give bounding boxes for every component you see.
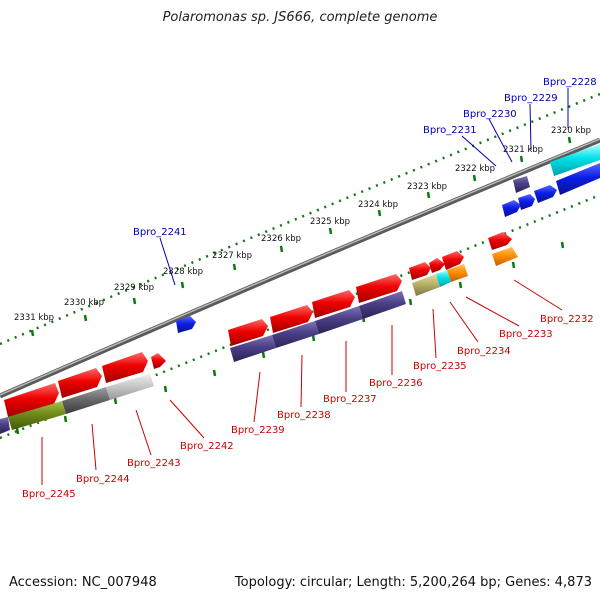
gene-label-bpro-2245: Bpro_2245 [22,489,76,500]
gene-label-bpro-2239: Bpro_2239 [231,425,285,436]
gene-arrow [429,258,445,273]
gene-label-bpro-2230: Bpro_2230 [463,109,517,120]
gene-arrow [492,247,518,266]
gene-arrow [518,194,535,210]
scale-label: 2325 kbp [310,217,350,227]
gene-arrow [4,383,59,417]
gene-arrow [513,176,530,193]
gene-arrow [0,417,10,434]
gene-label-bpro-2244: Bpro_2244 [76,474,130,485]
scale-label: 2321 kbp [503,145,543,155]
scale-label: 2331 kbp [14,313,54,323]
gene-arrow [230,335,276,362]
gene-arrow [106,374,154,400]
inner-major-ticks [15,241,565,435]
gene-arrow [58,368,102,398]
gene-label-bpro-2232: Bpro_2232 [540,314,594,325]
gene-label-bpro-2228: Bpro_2228 [543,77,597,88]
map-title: Polaromonas sp. JS666, complete genome [162,10,438,25]
gene-label-bpro-2234: Bpro_2234 [457,346,511,357]
bottom-gene-labels: Bpro_2245 Bpro_2244 Bpro_2243 Bpro_2242 … [22,314,594,500]
gene-label-bpro-2231: Bpro_2231 [423,125,477,136]
gene-arrow [488,232,512,250]
scale-label: 2326 kbp [261,234,301,244]
scale-label: 2324 kbp [358,200,398,210]
gene-label-bpro-2233: Bpro_2233 [499,329,553,340]
gene-label-bpro-2236: Bpro_2236 [369,378,423,389]
gene-arrow [359,291,406,319]
gene-arrow [550,144,600,176]
scale-label: 2322 kbp [455,164,495,174]
gene-arrow [315,306,363,334]
gene-label-bpro-2235: Bpro_2235 [413,361,467,372]
scale-label: 2329 kbp [114,283,154,293]
genome-backbone [0,137,600,399]
scale-labels: 2331 kbp 2330 kbp 2329 kbp 2328 kbp 2327… [14,126,591,323]
gene-arrow [409,262,431,280]
gene-arrow [151,353,166,369]
gene-label-bpro-2229: Bpro_2229 [504,93,558,104]
gene-label-bpro-2238: Bpro_2238 [277,410,331,421]
gene-arrow [8,401,66,430]
gene-arrow [556,163,600,195]
scale-label: 2320 kbp [551,126,591,136]
gene-arrow [447,264,468,282]
accession-text: Accession: NC_007948 [9,575,157,590]
gene-label-bpro-2241: Bpro_2241 [133,227,187,238]
gene-arrow [436,270,451,287]
top-leader-lines [159,88,569,286]
scale-label: 2327 kbp [212,251,252,261]
outer-strand-genes [176,144,600,333]
gene-label-bpro-2237: Bpro_2237 [323,394,377,405]
scale-label: 2323 kbp [407,182,447,192]
gene-label-bpro-2243: Bpro_2243 [127,458,181,469]
top-gene-labels: Bpro_2241 Bpro_2231 Bpro_2230 Bpro_2229 … [133,77,597,238]
gene-arrow [62,387,110,414]
summary-text: Topology: circular; Length: 5,200,264 bp… [234,575,592,590]
scale-label: 2328 kbp [163,267,203,277]
gene-arrow [312,290,355,318]
gene-label-bpro-2242: Bpro_2242 [180,441,234,452]
gene-arrow [228,319,268,346]
gene-arrow [176,316,196,333]
gene-arrow [442,251,464,270]
inner-strand-band-genes [0,247,518,434]
gene-arrow [534,185,557,203]
gene-arrow [102,352,148,383]
gene-arrow [412,274,440,296]
gene-arrow [502,200,521,217]
inner-strand-red-genes [4,232,512,417]
bottom-leader-lines [41,279,563,485]
gene-arrow [356,274,402,303]
outer-major-ticks [30,136,572,337]
scale-label: 2330 kbp [64,298,104,308]
gene-arrow [270,305,313,333]
gene-arrow [272,321,319,348]
